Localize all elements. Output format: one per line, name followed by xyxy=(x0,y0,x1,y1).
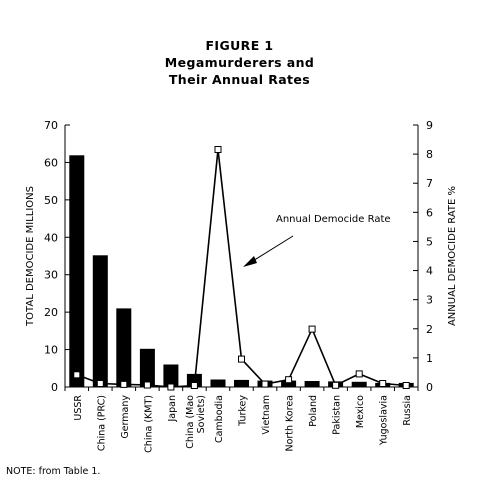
rate-marker-10 xyxy=(308,325,316,333)
y2-axis-title: ANNUAL DEMOCIDE RATE % xyxy=(447,186,458,326)
x-tick-label-6: Cambodia xyxy=(214,395,225,443)
y-tick-label-4: 40 xyxy=(44,231,58,244)
x-tick-label-12: Mexico xyxy=(355,395,366,428)
y2-tick-label-0: 0 xyxy=(426,381,433,394)
x-tick-label-13: Yugoslavia xyxy=(379,395,390,446)
y2-tick-label-3: 3 xyxy=(426,294,433,307)
y2-tick-label-1: 1 xyxy=(426,352,433,365)
y-tick-label-3: 30 xyxy=(44,269,58,282)
x-tick-label-0: USSR xyxy=(73,395,84,421)
y2-tick-label-7: 7 xyxy=(426,177,433,190)
rate-marker-1 xyxy=(96,380,104,387)
rate-marker-9 xyxy=(285,376,293,384)
x-tick-label-5-1: Soviets) xyxy=(196,395,207,433)
chart-note: NOTE: from Table 1. xyxy=(6,466,101,477)
rate-marker-11 xyxy=(332,381,340,389)
x-tick-label-8: Vietnam xyxy=(261,395,272,435)
x-tick-label-5-0: China (Mao xyxy=(185,395,196,449)
rate-annotation: Annual Democide Rate xyxy=(276,214,391,225)
bar-2 xyxy=(116,308,132,387)
y-tick-label-7: 70 xyxy=(44,119,58,132)
annotation-arrow-head xyxy=(243,256,257,267)
rate-marker-0 xyxy=(73,371,81,379)
y-tick-label-0: 0 xyxy=(51,381,58,394)
annotation-arrow-line xyxy=(247,235,294,265)
y-tick-label-6: 60 xyxy=(44,156,58,169)
x-tick-label-11: Pakistan xyxy=(332,395,343,435)
rate-marker-5 xyxy=(190,382,198,389)
y2-tick-label-9: 9 xyxy=(426,119,433,132)
y2-tick-label-4: 4 xyxy=(426,265,433,278)
chart-title-line-3: Their Annual Rates xyxy=(168,72,311,87)
y-tick-label-1: 10 xyxy=(44,344,58,357)
x-tick-label-9: North Korea xyxy=(285,395,296,452)
y-axis-title: TOTAL DEMOCIDE MILLIONS xyxy=(25,186,36,327)
y-tick-label-2: 20 xyxy=(44,306,58,319)
y2-tick-label-6: 6 xyxy=(426,206,433,219)
x-tick-label-4: Japan xyxy=(167,395,178,423)
bar-0 xyxy=(69,155,85,387)
rate-marker-4 xyxy=(167,383,175,391)
bar-4 xyxy=(163,364,179,387)
bar-12 xyxy=(351,381,367,387)
y2-tick-label-8: 8 xyxy=(426,148,433,161)
bar-10 xyxy=(304,381,320,387)
x-tick-label-2: Germany xyxy=(120,395,131,439)
chart-title-line-2: Megamurderers and xyxy=(164,55,315,70)
y-tick-label-5: 50 xyxy=(44,194,58,207)
rate-marker-6 xyxy=(214,146,222,153)
rate-marker-3 xyxy=(143,381,151,389)
bar-1 xyxy=(92,255,108,387)
y2-tick-label-5: 5 xyxy=(426,235,433,248)
rate-marker-7 xyxy=(238,355,245,363)
x-tick-label-14: Russia xyxy=(402,395,413,426)
x-tick-label-1: China (PRC) xyxy=(96,395,107,451)
x-tick-label-7: Turkey xyxy=(238,395,249,427)
rate-marker-12 xyxy=(355,370,363,378)
rate-marker-14 xyxy=(402,382,410,389)
rate-marker-8 xyxy=(261,380,269,388)
x-tick-label-10: Poland xyxy=(308,395,319,427)
y2-tick-label-2: 2 xyxy=(426,323,433,336)
bar-3 xyxy=(139,348,155,387)
rate-marker-13 xyxy=(379,380,387,387)
x-tick-label-3: China (KMT) xyxy=(143,395,154,453)
bar-7 xyxy=(234,379,249,387)
bar-9 xyxy=(281,380,297,387)
rate-marker-2 xyxy=(120,380,128,388)
bar-6 xyxy=(210,379,226,387)
chart-title-line-1: FIGURE 1 xyxy=(205,38,274,53)
